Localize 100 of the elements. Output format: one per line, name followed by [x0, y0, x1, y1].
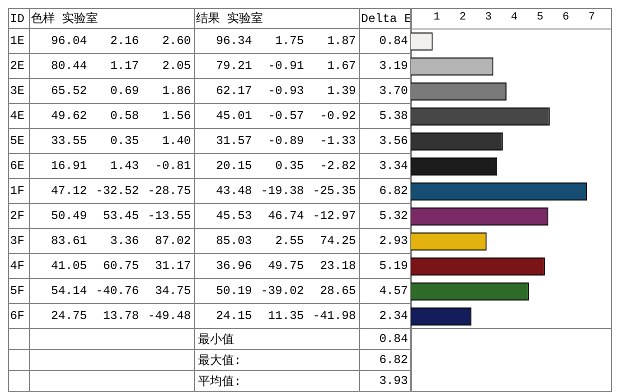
text: -0.57	[266, 109, 304, 123]
text: 2.16	[109, 34, 139, 48]
text: 87.02	[154, 234, 191, 248]
data-label: 4.57	[360, 278, 412, 304]
text: -28.75	[146, 184, 191, 198]
text: -32.52	[94, 184, 139, 198]
text: 23.18	[318, 259, 356, 273]
y-tick-label: 1F	[8, 178, 30, 204]
y-tick-label: 3E	[8, 78, 30, 104]
text: -0.92	[318, 109, 356, 123]
text: -19.38	[260, 184, 304, 198]
text: 96.34	[214, 34, 252, 48]
text: 65.52	[50, 84, 87, 98]
text: ID	[8, 8, 30, 28]
text: -0.91	[266, 59, 304, 73]
data-label: 5.38	[360, 104, 412, 128]
text: 16.91	[50, 159, 87, 173]
text: 53.45	[102, 209, 139, 223]
x2-tick-label: 4	[510, 11, 518, 24]
text: -1.33	[318, 134, 356, 148]
data-label: 2.93	[360, 228, 412, 254]
text: 83.61	[50, 234, 87, 248]
text: 24.15	[214, 309, 252, 323]
text: 31.57	[214, 134, 252, 148]
data-label: 3.70	[360, 78, 412, 104]
text: 6.82	[360, 350, 412, 370]
text: 结果 实验室	[194, 8, 360, 28]
text: 色样 实验室	[30, 8, 194, 28]
text: 50.19	[214, 284, 252, 298]
y-tick-label: 1E	[8, 28, 30, 54]
text: 74.25	[318, 234, 356, 248]
text: 11.35	[266, 309, 304, 323]
text: 2.55	[274, 234, 304, 248]
text: 50.49	[50, 209, 87, 223]
data-label: 3.19	[360, 54, 412, 78]
text: 43.48	[214, 184, 252, 198]
text: 36.96	[214, 259, 252, 273]
text: 2.05	[161, 59, 191, 73]
text: 49.75	[266, 259, 304, 273]
text: 49.62	[50, 109, 87, 123]
x2-tick-label: 3	[485, 11, 492, 24]
data-label: 2.34	[360, 304, 412, 328]
text: 0.35	[274, 159, 304, 173]
text: -40.76	[94, 284, 139, 298]
text: 62.17	[214, 84, 252, 98]
text: 最大值:	[194, 350, 360, 370]
text: 3.36	[109, 234, 139, 248]
text: 47.12	[50, 184, 87, 198]
text: 79.21	[214, 59, 252, 73]
text: 24.75	[50, 309, 87, 323]
text: 1.87	[326, 34, 356, 48]
text: 1.67	[326, 59, 356, 73]
text: 31.17	[154, 259, 191, 273]
text: 1.39	[326, 84, 356, 98]
y-tick-label: 2E	[8, 54, 30, 78]
text: 20.15	[214, 159, 252, 173]
y-tick-label: 3F	[8, 228, 30, 254]
text: 13.78	[102, 309, 139, 323]
y-tick-label: 5E	[8, 128, 30, 154]
text: -39.02	[260, 284, 304, 298]
text: 34.75	[154, 284, 191, 298]
text: 平均值:	[194, 370, 360, 392]
y-tick-label: 5F	[8, 278, 30, 304]
data-label: 3.34	[360, 154, 412, 178]
x2-tick-label: 6	[562, 11, 570, 24]
text: 1.56	[161, 109, 191, 123]
text: 1.86	[161, 84, 191, 98]
x2-tick-label: 2	[459, 11, 466, 24]
text: 0.69	[109, 84, 139, 98]
text: 2.60	[161, 34, 191, 48]
text: 3.93	[360, 370, 412, 392]
text: 1.43	[109, 159, 139, 173]
y-tick-label: 6F	[8, 304, 30, 328]
text: 60.75	[102, 259, 139, 273]
data-label: 3.56	[360, 128, 412, 154]
text: 28.65	[318, 284, 356, 298]
text: -2.82	[318, 159, 356, 173]
text: 1.40	[161, 134, 191, 148]
text: 45.01	[214, 109, 252, 123]
text: 1.75	[274, 34, 304, 48]
text: 0.84	[360, 328, 412, 350]
text: -49.48	[146, 309, 191, 323]
text: 0.35	[109, 134, 139, 148]
text: -41.98	[312, 309, 356, 323]
text: -0.93	[266, 84, 304, 98]
text: 80.44	[50, 59, 87, 73]
x2-tick-label: 5	[536, 11, 544, 24]
y-tick-label: 4E	[8, 104, 30, 128]
text: -0.81	[154, 159, 191, 173]
text: 0.58	[109, 109, 139, 123]
text: -12.97	[312, 209, 356, 223]
y-tick-label: 4F	[8, 254, 30, 278]
x2-tick-label: 7	[588, 11, 595, 24]
text: 85.03	[214, 234, 252, 248]
data-label: 5.19	[360, 254, 412, 278]
text: -13.55	[146, 209, 191, 223]
text: -25.35	[312, 184, 356, 198]
text: 41.05	[50, 259, 87, 273]
text: -0.89	[266, 134, 304, 148]
text: 45.53	[214, 209, 252, 223]
